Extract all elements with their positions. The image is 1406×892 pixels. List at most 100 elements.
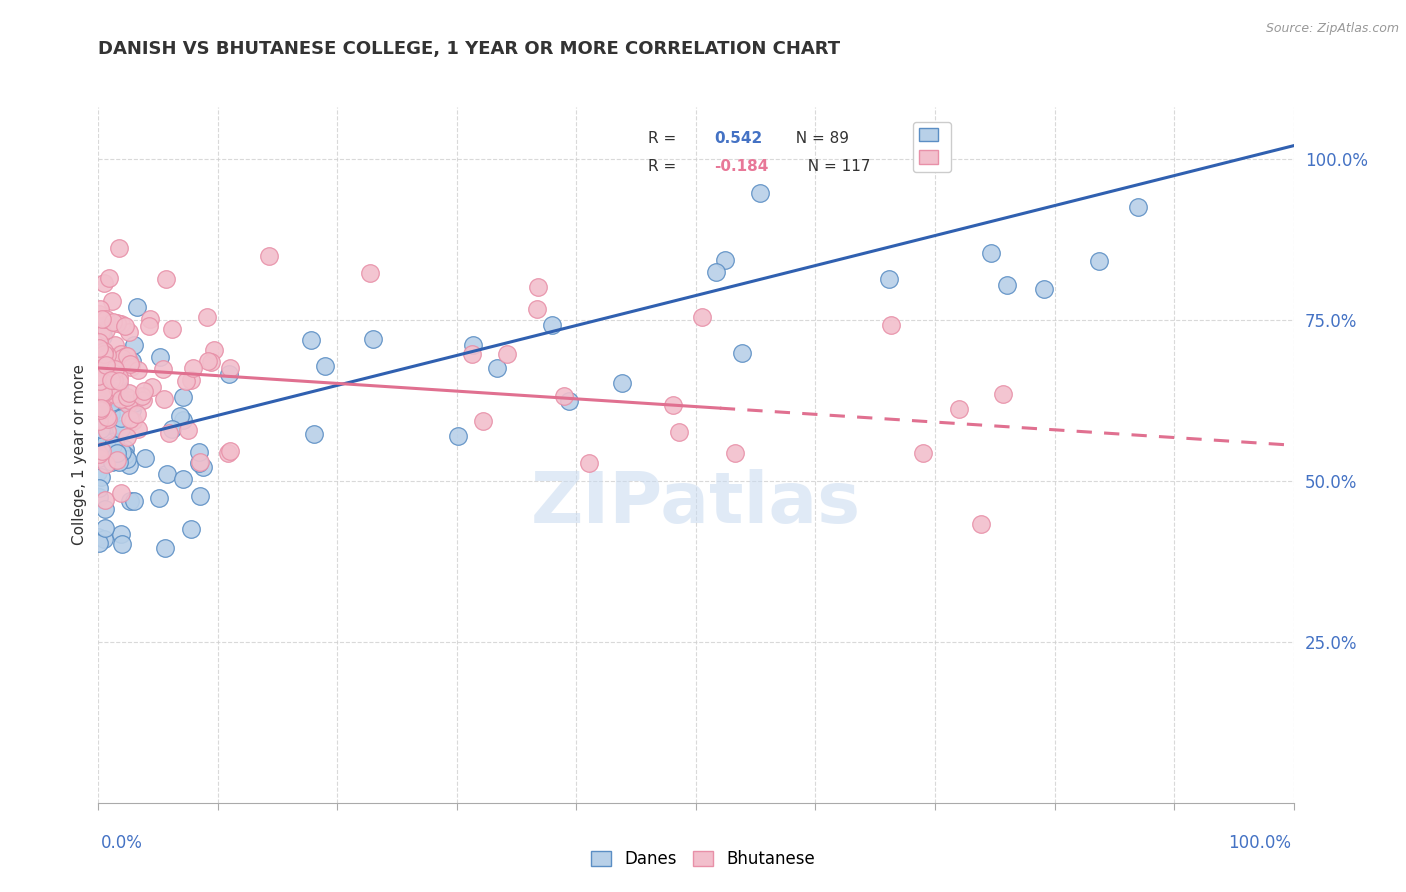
Text: N = 117: N = 117 <box>797 159 870 174</box>
Point <box>690 310 713 324</box>
Point <box>94 360 117 375</box>
Point <box>87 451 110 466</box>
Point <box>120 358 142 372</box>
Point <box>87 376 110 391</box>
Point <box>610 376 633 390</box>
Point <box>103 387 125 401</box>
Point <box>118 353 141 368</box>
Point <box>138 312 160 326</box>
Point <box>187 445 209 459</box>
Point <box>155 272 177 286</box>
Point <box>104 434 127 449</box>
Point <box>125 407 148 421</box>
Point <box>662 398 685 412</box>
Point <box>578 457 600 471</box>
Point <box>138 318 160 333</box>
Point <box>117 397 139 411</box>
Point <box>188 455 211 469</box>
Point <box>94 358 117 372</box>
Legend: Danes, Bhutanese: Danes, Bhutanese <box>583 844 823 875</box>
Point <box>98 392 121 406</box>
Point <box>89 359 111 373</box>
Point <box>110 527 132 541</box>
Point <box>257 249 280 263</box>
Point <box>89 446 111 460</box>
Point <box>90 325 112 339</box>
Point <box>177 423 200 437</box>
Point <box>89 403 111 417</box>
Point <box>553 389 575 403</box>
Point <box>125 300 148 314</box>
Point <box>315 359 337 374</box>
Point <box>127 363 149 377</box>
Point <box>114 442 136 456</box>
Point <box>1128 200 1150 214</box>
Point <box>541 318 564 332</box>
Point <box>89 365 111 379</box>
Text: ZIPatlas: ZIPatlas <box>531 469 860 538</box>
Point <box>98 270 121 285</box>
Point <box>195 310 218 325</box>
Point <box>877 272 900 286</box>
Point <box>149 351 172 365</box>
Point <box>101 315 124 329</box>
Point <box>108 347 131 361</box>
Point <box>120 359 142 374</box>
Y-axis label: College, 1 year or more: College, 1 year or more <box>72 365 87 545</box>
Point <box>90 401 112 415</box>
Point <box>100 373 122 387</box>
Point <box>160 422 183 436</box>
Point <box>114 349 136 363</box>
Point <box>121 353 143 368</box>
Point <box>111 351 134 366</box>
Point <box>118 494 141 508</box>
Point <box>110 347 132 361</box>
Point <box>948 401 970 416</box>
Point <box>115 390 138 404</box>
Point <box>107 454 129 468</box>
Legend: , : , <box>912 121 952 171</box>
Point <box>447 428 470 442</box>
Point <box>202 343 225 357</box>
Point <box>105 381 128 395</box>
Point <box>127 422 149 436</box>
Point <box>155 541 177 556</box>
Point <box>134 451 156 466</box>
Point <box>180 373 202 387</box>
Point <box>96 424 118 438</box>
Point <box>471 414 494 428</box>
Point <box>997 278 1019 293</box>
Point <box>218 444 240 458</box>
Point <box>191 460 214 475</box>
Point <box>131 389 153 403</box>
Point <box>118 458 141 472</box>
Point <box>218 367 240 381</box>
Point <box>87 369 110 384</box>
Point <box>980 245 1002 260</box>
Point <box>104 362 127 376</box>
Point <box>89 397 111 411</box>
Point <box>93 343 115 358</box>
Point <box>217 446 239 460</box>
Point <box>557 394 579 409</box>
Point <box>87 307 110 321</box>
Point <box>153 392 176 407</box>
Point <box>98 418 121 433</box>
Point <box>93 347 115 361</box>
Point <box>461 347 484 361</box>
Point <box>108 375 131 389</box>
Text: R =: R = <box>648 131 682 146</box>
Point <box>180 522 202 536</box>
Point <box>714 253 737 268</box>
Point <box>100 408 122 422</box>
Point <box>105 316 128 330</box>
Point <box>94 323 117 337</box>
Point <box>124 338 146 352</box>
Point <box>87 465 110 479</box>
Point <box>93 276 115 290</box>
Point <box>115 452 138 467</box>
Text: -0.184: -0.184 <box>714 159 768 174</box>
Point <box>159 426 181 441</box>
Point <box>156 467 179 482</box>
Point <box>87 341 110 355</box>
